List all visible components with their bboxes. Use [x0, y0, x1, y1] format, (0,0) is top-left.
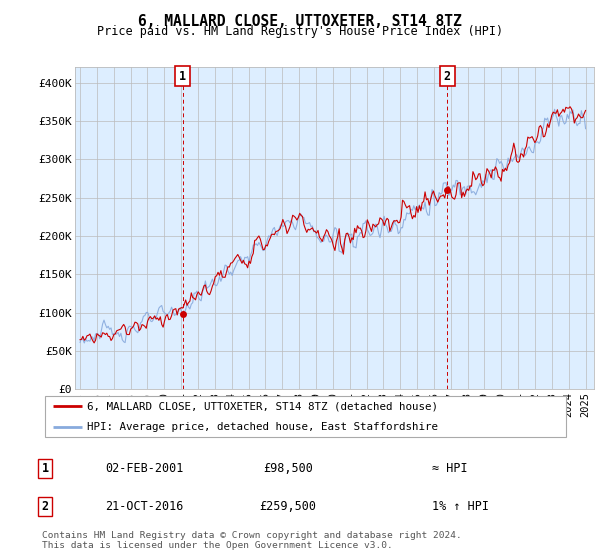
Text: 1% ↑ HPI: 1% ↑ HPI: [432, 500, 489, 514]
Text: 1: 1: [41, 462, 49, 475]
Text: Price paid vs. HM Land Registry's House Price Index (HPI): Price paid vs. HM Land Registry's House …: [97, 25, 503, 38]
Text: 2: 2: [41, 500, 49, 514]
Text: 1: 1: [179, 70, 186, 83]
FancyBboxPatch shape: [44, 396, 566, 437]
Text: 6, MALLARD CLOSE, UTTOXETER, ST14 8TZ: 6, MALLARD CLOSE, UTTOXETER, ST14 8TZ: [138, 14, 462, 29]
Text: HPI: Average price, detached house, East Staffordshire: HPI: Average price, detached house, East…: [87, 422, 438, 432]
Text: ≈ HPI: ≈ HPI: [432, 462, 467, 475]
Text: 02-FEB-2001: 02-FEB-2001: [105, 462, 184, 475]
Text: £259,500: £259,500: [260, 500, 317, 514]
Text: Contains HM Land Registry data © Crown copyright and database right 2024.
This d: Contains HM Land Registry data © Crown c…: [42, 531, 462, 550]
Text: £98,500: £98,500: [263, 462, 313, 475]
Text: 2: 2: [444, 70, 451, 83]
Text: 21-OCT-2016: 21-OCT-2016: [105, 500, 184, 514]
Text: 6, MALLARD CLOSE, UTTOXETER, ST14 8TZ (detached house): 6, MALLARD CLOSE, UTTOXETER, ST14 8TZ (d…: [87, 401, 438, 411]
